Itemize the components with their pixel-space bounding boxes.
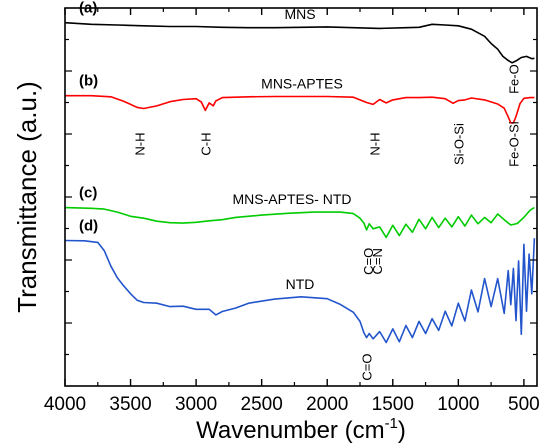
series-line-mns [64,21,535,64]
annotation-c-o: C=O [361,248,376,275]
x-axis-label-main: Wavenumber (cm [196,417,384,444]
x-tick-label: 2500 [241,394,283,415]
series-line-ntd [64,238,536,344]
annotation-c-n: C=N [370,248,385,274]
x-axis-label-close: ) [398,417,406,444]
annotation-si-o-si: Si-O-Si [451,123,466,165]
series-line-mns-aptes [65,94,535,124]
annotation-fe-o: Fe-O [506,64,521,94]
panel-letter: (a) [79,0,97,17]
series-label: MNS-APTES- NTD [233,191,352,207]
annotation-fe-o-si: Fe-O-Si [506,121,521,167]
x-tick-label: 2000 [306,394,348,415]
x-tick-label: 3000 [175,394,217,415]
panel-letter: (c) [79,185,97,202]
annotation-c-o: C=O [360,354,375,381]
x-tick-label: 4000 [44,394,86,415]
panel-letter: (d) [79,218,98,235]
annotation-n-h: N-H [133,133,148,156]
x-tick-label: 500 [508,394,540,415]
series-label: MNS-APTES [261,76,343,92]
x-axis-label-superscript: -1 [385,415,398,432]
series-label: NTD [286,276,315,292]
x-tick-label: 1000 [437,394,479,415]
x-axis-label: Wavenumber (cm-1) [196,415,406,444]
panel-labels: (a) MNS (b) MNS-APTES (c) MNS-APTES- NTD (d) NT… [79,0,352,292]
series-line-mns-aptes-ntd [64,206,535,239]
annotation-c-h: C-H [198,133,213,156]
y-axis-label: Transmittance (a.u.) [12,81,42,313]
panel-letter: (b) [79,73,98,90]
axis-ticks: 4000 3500 3000 2500 2000 1500 1000 500 [44,8,540,415]
x-tick-label: 3500 [109,394,151,415]
series-label: MNS [284,6,315,22]
annotation-n-h: N-H [367,133,382,156]
x-tick-label: 1500 [372,394,414,415]
plot-area [64,21,536,344]
